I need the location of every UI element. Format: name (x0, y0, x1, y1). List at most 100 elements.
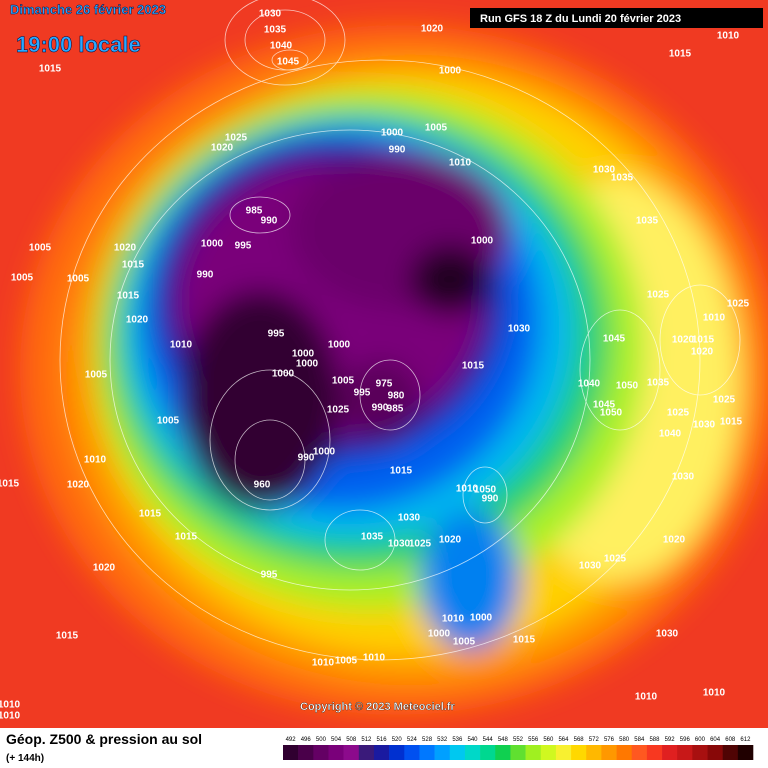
isobar-label: 990 (197, 270, 214, 281)
scale-label: 568 (574, 737, 585, 743)
isobar-label: 1000 (296, 359, 319, 370)
isobar-label: 1015 (462, 361, 485, 372)
scale-label: 604 (710, 737, 721, 743)
scale-swatch (495, 745, 511, 760)
isobar-label: 960 (254, 480, 271, 491)
isobar-label: 1010 (0, 700, 21, 711)
scale-swatch (707, 745, 723, 760)
scale-label: 584 (634, 737, 645, 743)
isobar-label: 995 (235, 241, 252, 252)
isobar-label: 1020 (126, 315, 149, 326)
scale-label: 504 (331, 737, 342, 743)
run-box (470, 8, 763, 28)
isobar-label: 1010 (456, 484, 479, 495)
scale-swatch (480, 745, 496, 760)
isobar-label: 1020 (211, 143, 234, 154)
scale-swatch (313, 745, 329, 760)
scale-swatch (373, 745, 390, 760)
scale-swatch (692, 745, 708, 760)
scale-label: 520 (392, 737, 403, 743)
scale-label: 532 (437, 737, 448, 743)
scale-swatch (555, 745, 572, 760)
isobar-label: 980 (388, 391, 405, 402)
scale-swatch (298, 745, 314, 760)
isobar-label: 1020 (93, 563, 116, 574)
isobar-label: 1035 (647, 378, 670, 389)
isobar-label: 1045 (593, 400, 616, 411)
isobar-label: 1000 (470, 613, 493, 624)
field-background (0, 0, 768, 728)
copyright: Copyright © 2023 Meteociel.fr (300, 701, 456, 713)
isobar-label: 1040 (578, 379, 601, 390)
scale-label: 528 (422, 737, 433, 743)
isobar-label: 1015 (720, 417, 743, 428)
isobar-label: 1030 (672, 472, 695, 483)
isobar-label: 1050 (616, 381, 639, 392)
scale-label: 596 (680, 737, 691, 743)
isobar-label: 1025 (225, 133, 248, 144)
isobar-label: 990 (482, 494, 499, 505)
scale-swatch (540, 745, 557, 760)
scale-swatch (586, 745, 602, 760)
scale-label: 572 (589, 737, 600, 743)
isobar-label: 1000 (428, 629, 451, 640)
isobar-label: 995 (354, 388, 371, 399)
date-title: Dimanche 26 février 2023 (10, 2, 166, 17)
isobar-label: 1020 (672, 335, 695, 346)
isobar-label: 1015 (390, 466, 413, 477)
isobar-label: 1000 (439, 66, 462, 77)
scale-label: 548 (498, 737, 509, 743)
isobar-label: 1010 (703, 313, 726, 324)
isobar-label: 1030 (398, 513, 421, 524)
scale-label: 556 (528, 737, 539, 743)
isobar-label: 1000 (292, 349, 315, 360)
scale-swatch (283, 745, 299, 760)
isobar-label: 1005 (425, 123, 448, 134)
scale-label: 564 (558, 737, 569, 743)
scale-swatch (722, 745, 739, 760)
isobar-label: 1005 (67, 274, 90, 285)
isobar-label: 1025 (327, 405, 350, 416)
isobar-label: 1035 (264, 25, 287, 36)
isobar-label: 1005 (453, 637, 476, 648)
isobar-label: 1015 (117, 291, 140, 302)
isobar-label: 1035 (636, 216, 659, 227)
isobar-label: 1025 (713, 395, 736, 406)
isobar-label: 1005 (29, 243, 52, 254)
scale-swatch (464, 745, 481, 760)
isobar-label: 1000 (471, 236, 494, 247)
isobar-label: 1020 (439, 535, 462, 546)
isobar-label: 1015 (175, 532, 198, 543)
scale-label: 540 (468, 737, 479, 743)
scale-label: 576 (604, 737, 615, 743)
isobar-label: 1025 (409, 539, 432, 550)
scale-swatch (404, 745, 420, 760)
isobar-label: 995 (268, 329, 285, 340)
isobar-label: 1035 (611, 173, 634, 184)
isobar-label: 990 (261, 216, 278, 227)
scale-swatch (616, 745, 633, 760)
isobar-label: 1015 (669, 49, 692, 60)
isobar-label: 1010 (449, 158, 472, 169)
isobar-label: 1040 (659, 429, 682, 440)
scale-label: 612 (740, 737, 751, 743)
isobar-label: 1010 (703, 688, 726, 699)
isobar-label: 1000 (201, 239, 224, 250)
isobar-label: 1010 (442, 614, 465, 625)
scale-swatch (343, 745, 360, 760)
isobar-label: 1015 (692, 335, 715, 346)
isobar-label: 985 (387, 404, 404, 415)
scale-label: 592 (665, 737, 676, 743)
isobar-label: 1010 (717, 31, 740, 42)
scale-swatch (646, 745, 663, 760)
isobar-label: 1010 (84, 455, 107, 466)
isobar-label: 1000 (272, 369, 295, 380)
isobar-label: 985 (246, 206, 263, 217)
scale-swatch (571, 745, 587, 760)
scale-swatch (510, 745, 526, 760)
scale-swatch (358, 745, 375, 760)
scale-label: 544 (483, 737, 494, 743)
isobar-label: 1030 (388, 539, 411, 550)
